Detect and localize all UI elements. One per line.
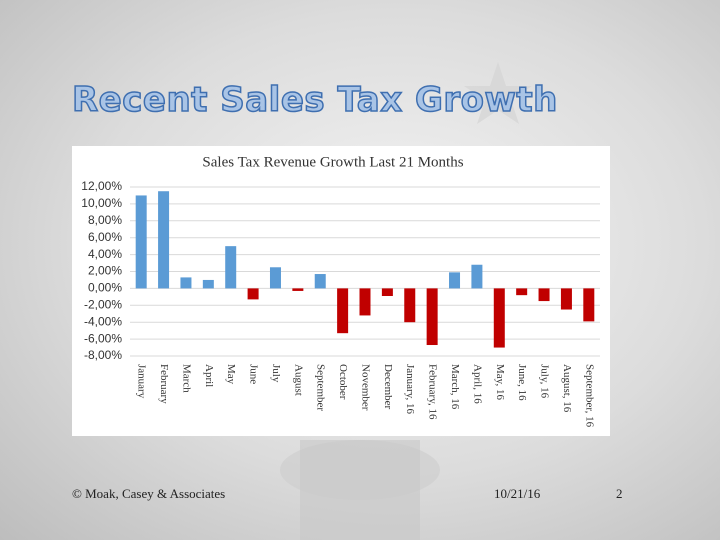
bar — [225, 246, 237, 289]
bar — [516, 288, 528, 296]
date: 10/21/16 — [494, 486, 541, 501]
bar — [471, 264, 483, 289]
page-number: 2 — [616, 486, 623, 501]
x-tick-label: March — [180, 364, 192, 393]
y-tick-label: 2,00% — [88, 264, 122, 278]
x-tick-label: January, 16 — [404, 364, 416, 414]
bar — [404, 288, 416, 323]
x-tick-label: May — [225, 364, 237, 385]
bar — [381, 288, 393, 297]
bar — [493, 288, 505, 348]
x-tick-label: February — [158, 364, 170, 404]
bar — [560, 288, 572, 310]
bar — [135, 195, 147, 289]
x-tick-label: April — [203, 364, 215, 387]
chart: Sales Tax Revenue Growth Last 21 Months … — [72, 146, 610, 436]
bar — [583, 288, 595, 322]
x-tick-label: July, 16 — [539, 364, 551, 399]
y-tick-label: 6,00% — [88, 230, 122, 244]
y-tick-label: -4,00% — [84, 314, 122, 328]
x-tick-label: August, 16 — [561, 364, 573, 413]
bar — [247, 288, 259, 300]
x-tick-label: May, 16 — [494, 364, 506, 400]
y-tick-label: -2,00% — [84, 297, 122, 311]
y-tick-label: 0,00% — [88, 281, 122, 295]
y-tick-label: 12,00% — [81, 179, 122, 193]
x-tick-label: September, 16 — [583, 364, 595, 428]
bar — [158, 191, 170, 289]
bar — [449, 272, 461, 289]
x-tick-label: February, 16 — [427, 364, 439, 420]
bar — [359, 288, 371, 316]
bar — [269, 267, 281, 289]
x-tick-label: September — [315, 364, 327, 411]
x-tick-label: June — [248, 364, 260, 384]
x-tick-label: August — [292, 364, 304, 396]
y-tick-label: -6,00% — [84, 331, 122, 345]
bar — [314, 274, 326, 289]
x-tick-label: July — [270, 364, 282, 383]
chart-title: Sales Tax Revenue Growth Last 21 Months — [202, 154, 463, 170]
bar — [337, 288, 349, 334]
y-tick-label: 10,00% — [81, 196, 122, 210]
x-tick-label: March, 16 — [449, 364, 461, 410]
bar — [180, 277, 192, 289]
x-tick-label: November — [359, 364, 371, 411]
x-tick-label: April, 16 — [471, 364, 483, 404]
bar — [202, 279, 214, 289]
x-tick-label: October — [337, 364, 349, 400]
footer: © Moak, Casey & Associates — [72, 486, 226, 501]
bar — [292, 288, 304, 291]
x-tick-label: December — [382, 364, 394, 410]
y-tick-label: -8,00% — [84, 348, 122, 362]
x-tick-label: January — [136, 364, 148, 399]
slide-title: Recent Sales Tax Growth — [71, 79, 558, 121]
bar — [538, 288, 550, 302]
y-tick-label: 4,00% — [88, 247, 122, 261]
x-tick-label: June, 16 — [516, 364, 528, 401]
bar — [426, 288, 438, 346]
y-tick-label: 8,00% — [88, 213, 122, 227]
